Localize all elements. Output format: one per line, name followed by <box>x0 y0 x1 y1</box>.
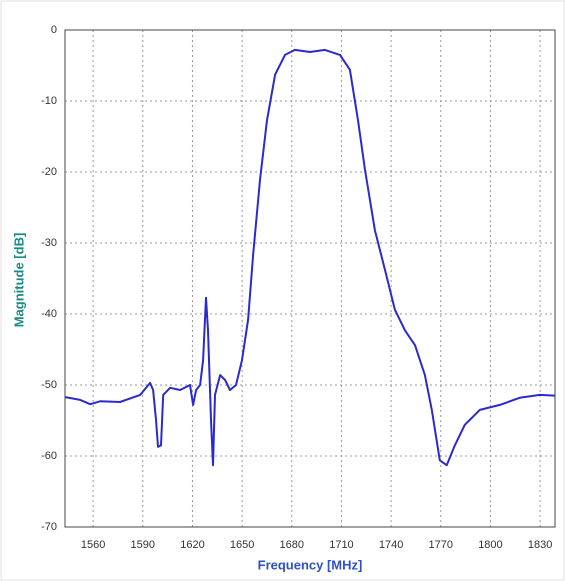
y-tick-label: -60 <box>41 450 57 462</box>
y-tick-label: -10 <box>41 95 57 107</box>
x-tick-label: 1800 <box>478 539 502 551</box>
x-tick-label: 1680 <box>280 539 304 551</box>
plot-frame <box>64 29 556 528</box>
x-tick-label: 1620 <box>180 539 204 551</box>
x-tick-label: 1590 <box>131 539 155 551</box>
y-tick-label: -50 <box>41 379 57 391</box>
x-tick-label: 1710 <box>329 539 353 551</box>
y-tick-label: 0 <box>51 24 57 36</box>
y-tick-label: -70 <box>41 521 57 533</box>
x-tick-label: 1560 <box>81 539 105 551</box>
x-tick-label: 1770 <box>429 539 453 551</box>
y-axis-label: Magnitude [dB] <box>11 233 26 328</box>
y-tick-label: -40 <box>41 308 57 320</box>
x-axis-label: Frequency [MHz] <box>258 557 363 572</box>
x-tick-label: 1650 <box>230 539 254 551</box>
y-tick-label: -20 <box>41 166 57 178</box>
x-tick-label: 1740 <box>379 539 403 551</box>
data-line <box>65 48 555 467</box>
y-tick-label: -30 <box>41 237 57 249</box>
plot-area <box>65 30 555 527</box>
x-tick-label: 1830 <box>528 539 552 551</box>
